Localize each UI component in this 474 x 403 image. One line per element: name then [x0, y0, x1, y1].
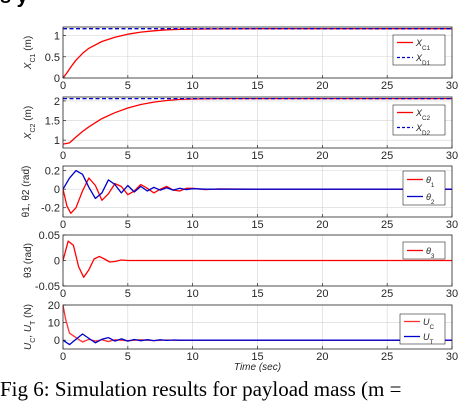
y-tick-label: 0.2 [45, 166, 60, 178]
x-tick-label: 10 [187, 219, 199, 231]
y-axis-label: XC1 (m) [23, 36, 37, 70]
legend-entry-label: UC [423, 317, 435, 331]
y-axis-label: UC, UT (N) [23, 304, 37, 350]
series-line-1-1 [63, 28, 452, 78]
x-tick-label: 0 [60, 288, 66, 300]
y-tick-label: -0.2 [41, 203, 60, 215]
y-tick-label: 1 [54, 31, 60, 43]
legend-entry-label: XC2 [415, 108, 431, 122]
x-tick-label: 0 [60, 80, 66, 92]
legend-box [402, 241, 446, 260]
legend-box [399, 313, 446, 345]
y-tick-label: 0.05 [39, 230, 60, 242]
x-axis-label: Time (sec) [234, 362, 281, 373]
x-tick-label: 30 [446, 351, 458, 363]
x-tick-label: 25 [381, 150, 393, 162]
y-tick-label: 10 [48, 318, 60, 330]
y-tick-label: 0.5 [45, 52, 60, 64]
x-tick-label: 5 [125, 219, 131, 231]
x-tick-label: 20 [316, 288, 328, 300]
series-line-5-2 [63, 333, 452, 346]
x-tick-label: 15 [251, 288, 263, 300]
y-tick-label: 0 [54, 256, 60, 268]
x-tick-label: 5 [125, 351, 131, 363]
legend-box [392, 34, 446, 66]
legend-entry-label: θ1 [426, 175, 435, 189]
y-tick-label: 2 [54, 96, 60, 108]
x-tick-label: 25 [381, 288, 393, 300]
figure-caption: Fig 6: Simulation results for payload ma… [0, 377, 402, 401]
legend-entry-label: XC1 [415, 38, 431, 52]
y-tick-label: 1 [54, 135, 60, 147]
series-line-3-2 [63, 169, 452, 200]
legend-entry-label: XD1 [415, 53, 431, 67]
x-tick-label: 20 [316, 219, 328, 231]
y-tick-label: -0.05 [35, 281, 60, 293]
y-tick-label: 20 [48, 300, 60, 312]
legend-box [402, 170, 446, 206]
cropped-title-fragment: s y [0, 0, 474, 8]
x-tick-label: 30 [446, 80, 458, 92]
x-tick-label: 30 [446, 150, 458, 162]
x-tick-label: 15 [251, 351, 263, 363]
x-tick-label: 30 [446, 219, 458, 231]
series-line-4-1 [63, 240, 452, 278]
y-tick-label: 1.5 [45, 116, 60, 128]
x-tick-label: 25 [381, 219, 393, 231]
x-tick-label: 0 [60, 219, 66, 231]
legend: θ3 [402, 241, 446, 260]
x-tick-label: 10 [187, 288, 199, 300]
legend-entry-label: θ3 [426, 246, 435, 260]
x-tick-label: 15 [251, 150, 263, 162]
x-tick-label: 30 [446, 288, 458, 300]
x-tick-label: 5 [125, 80, 131, 92]
x-tick-label: 5 [125, 288, 131, 300]
x-tick-label: 15 [251, 80, 263, 92]
y-axis-label: XC2 (m) [23, 106, 37, 140]
y-tick-label: 0 [54, 73, 60, 85]
legend-box [392, 104, 446, 136]
x-tick-label: 5 [125, 150, 131, 162]
y-axis-label: θ3 (rad) [23, 243, 34, 278]
y-axis-label: θ1, θ2 (rad) [21, 166, 32, 218]
x-tick-label: 20 [316, 351, 328, 363]
x-tick-label: 10 [187, 351, 199, 363]
x-tick-label: 20 [316, 80, 328, 92]
legend-entry-label: XD2 [415, 123, 431, 137]
x-tick-label: 25 [381, 351, 393, 363]
y-tick-label: 0 [54, 335, 60, 347]
x-tick-label: 10 [187, 150, 199, 162]
x-tick-label: 15 [251, 219, 263, 231]
legend-entry-label: θ2 [426, 192, 435, 206]
y-tick-label: 0 [54, 184, 60, 196]
x-tick-label: 0 [60, 150, 66, 162]
x-tick-label: 0 [60, 351, 66, 363]
x-tick-label: 20 [316, 150, 328, 162]
legend-entry-label: UT [423, 332, 434, 346]
x-tick-label: 25 [381, 80, 393, 92]
x-tick-label: 10 [187, 80, 199, 92]
